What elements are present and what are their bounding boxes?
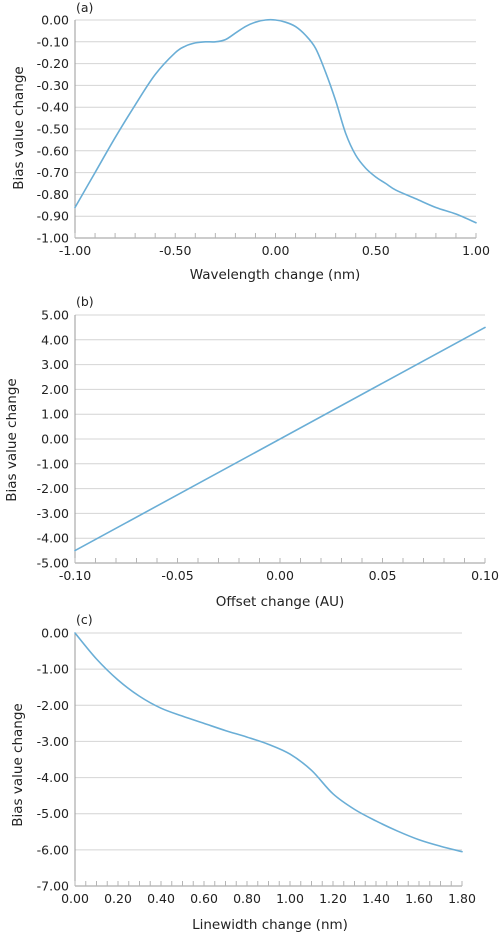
y-axis-title-c: Bias value change xyxy=(10,703,26,826)
x-axis-title-c: Linewidth change (nm) xyxy=(192,917,348,933)
x-tick-label-b-1: -0.05 xyxy=(161,568,193,583)
y-tick-label-b-6: -1.00 xyxy=(37,456,69,471)
y-tick-label-b-2: 3.00 xyxy=(41,357,69,372)
y-tick-label-a-2: -0.20 xyxy=(37,56,69,71)
panel-label-c: (c) xyxy=(76,612,93,627)
y-tick-label-b-8: -3.00 xyxy=(37,506,69,521)
y-tick-label-b-1: 4.00 xyxy=(41,332,69,347)
panel-label-b: (b) xyxy=(76,294,94,309)
y-tick-label-b-9: -4.00 xyxy=(37,531,69,546)
chart-panel-b: (b) Bias value change Offset change (AU)… xyxy=(4,294,499,610)
chart-panel-a: (a) Bias value change Wavelength change … xyxy=(11,0,490,283)
y-axis-title-b: Bias value change xyxy=(4,378,20,501)
y-tick-label-a-1: -0.10 xyxy=(37,34,69,49)
x-tick-label-c-3: 0.60 xyxy=(190,891,218,906)
x-tick-label-b-4: 0.10 xyxy=(471,568,499,583)
y-tick-label-a-6: -0.60 xyxy=(37,143,69,158)
y-tick-label-b-3: 2.00 xyxy=(41,382,69,397)
y-tick-label-a-5: -0.50 xyxy=(37,122,69,137)
x-axis-title-a: Wavelength change (nm) xyxy=(190,267,361,283)
x-tick-label-b-2: 0.00 xyxy=(266,568,294,583)
x-axis-title-b: Offset change (AU) xyxy=(216,594,344,610)
x-tick-label-a-0: -1.00 xyxy=(59,243,91,258)
series-line-c-0 xyxy=(74,632,463,853)
y-tick-label-b-7: -2.00 xyxy=(37,481,69,496)
x-tick-label-c-9: 1.80 xyxy=(448,891,476,906)
y-tick-label-a-8: -0.80 xyxy=(37,187,69,202)
x-tick-label-c-6: 1.20 xyxy=(319,891,347,906)
y-tick-label-c-2: -2.00 xyxy=(37,698,69,713)
x-tick-label-a-1: -0.50 xyxy=(159,243,191,258)
x-tick-label-c-0: 0.00 xyxy=(61,891,89,906)
panel-label-a: (a) xyxy=(76,0,93,15)
y-tick-label-c-1: -1.00 xyxy=(37,662,69,677)
y-tick-label-c-6: -6.00 xyxy=(37,842,69,857)
x-tick-label-b-0: -0.10 xyxy=(59,568,91,583)
y-tick-label-a-0: 0.00 xyxy=(41,13,69,28)
y-tick-label-a-3: -0.30 xyxy=(37,78,69,93)
y-tick-label-b-10: -5.00 xyxy=(37,556,69,571)
x-tick-label-c-5: 1.00 xyxy=(276,891,304,906)
y-tick-label-c-5: -5.00 xyxy=(37,806,69,821)
x-tick-label-c-4: 0.80 xyxy=(233,891,261,906)
x-tick-label-c-2: 0.40 xyxy=(147,891,175,906)
y-axis-title-a: Bias value change xyxy=(11,66,27,189)
y-tick-label-c-7: -7.00 xyxy=(37,879,69,894)
y-tick-label-a-4: -0.40 xyxy=(37,100,69,115)
series-line-a-0 xyxy=(74,18,477,224)
series-line-b-0 xyxy=(74,326,486,552)
y-tick-label-c-3: -3.00 xyxy=(37,734,69,749)
y-tick-label-b-0: 5.00 xyxy=(41,308,69,323)
x-tick-label-c-8: 1.60 xyxy=(405,891,433,906)
y-tick-label-c-4: -4.00 xyxy=(37,770,69,785)
y-tick-label-a-7: -0.70 xyxy=(37,165,69,180)
x-tick-label-a-4: 1.00 xyxy=(462,243,490,258)
x-tick-label-a-2: 0.00 xyxy=(262,243,290,258)
x-tick-label-c-7: 1.40 xyxy=(362,891,390,906)
x-tick-label-b-3: 0.05 xyxy=(369,568,397,583)
y-tick-label-c-0: 0.00 xyxy=(41,626,69,641)
chart-panel-c: (c) Bias value change Linewidth change (… xyxy=(10,612,476,933)
y-tick-label-b-4: 1.00 xyxy=(41,407,69,422)
x-tick-label-c-1: 0.20 xyxy=(104,891,132,906)
y-tick-label-a-10: -1.00 xyxy=(37,231,69,246)
y-tick-label-b-5: 0.00 xyxy=(41,432,69,447)
y-tick-label-a-9: -0.90 xyxy=(37,209,69,224)
x-tick-label-a-3: 0.50 xyxy=(362,243,390,258)
